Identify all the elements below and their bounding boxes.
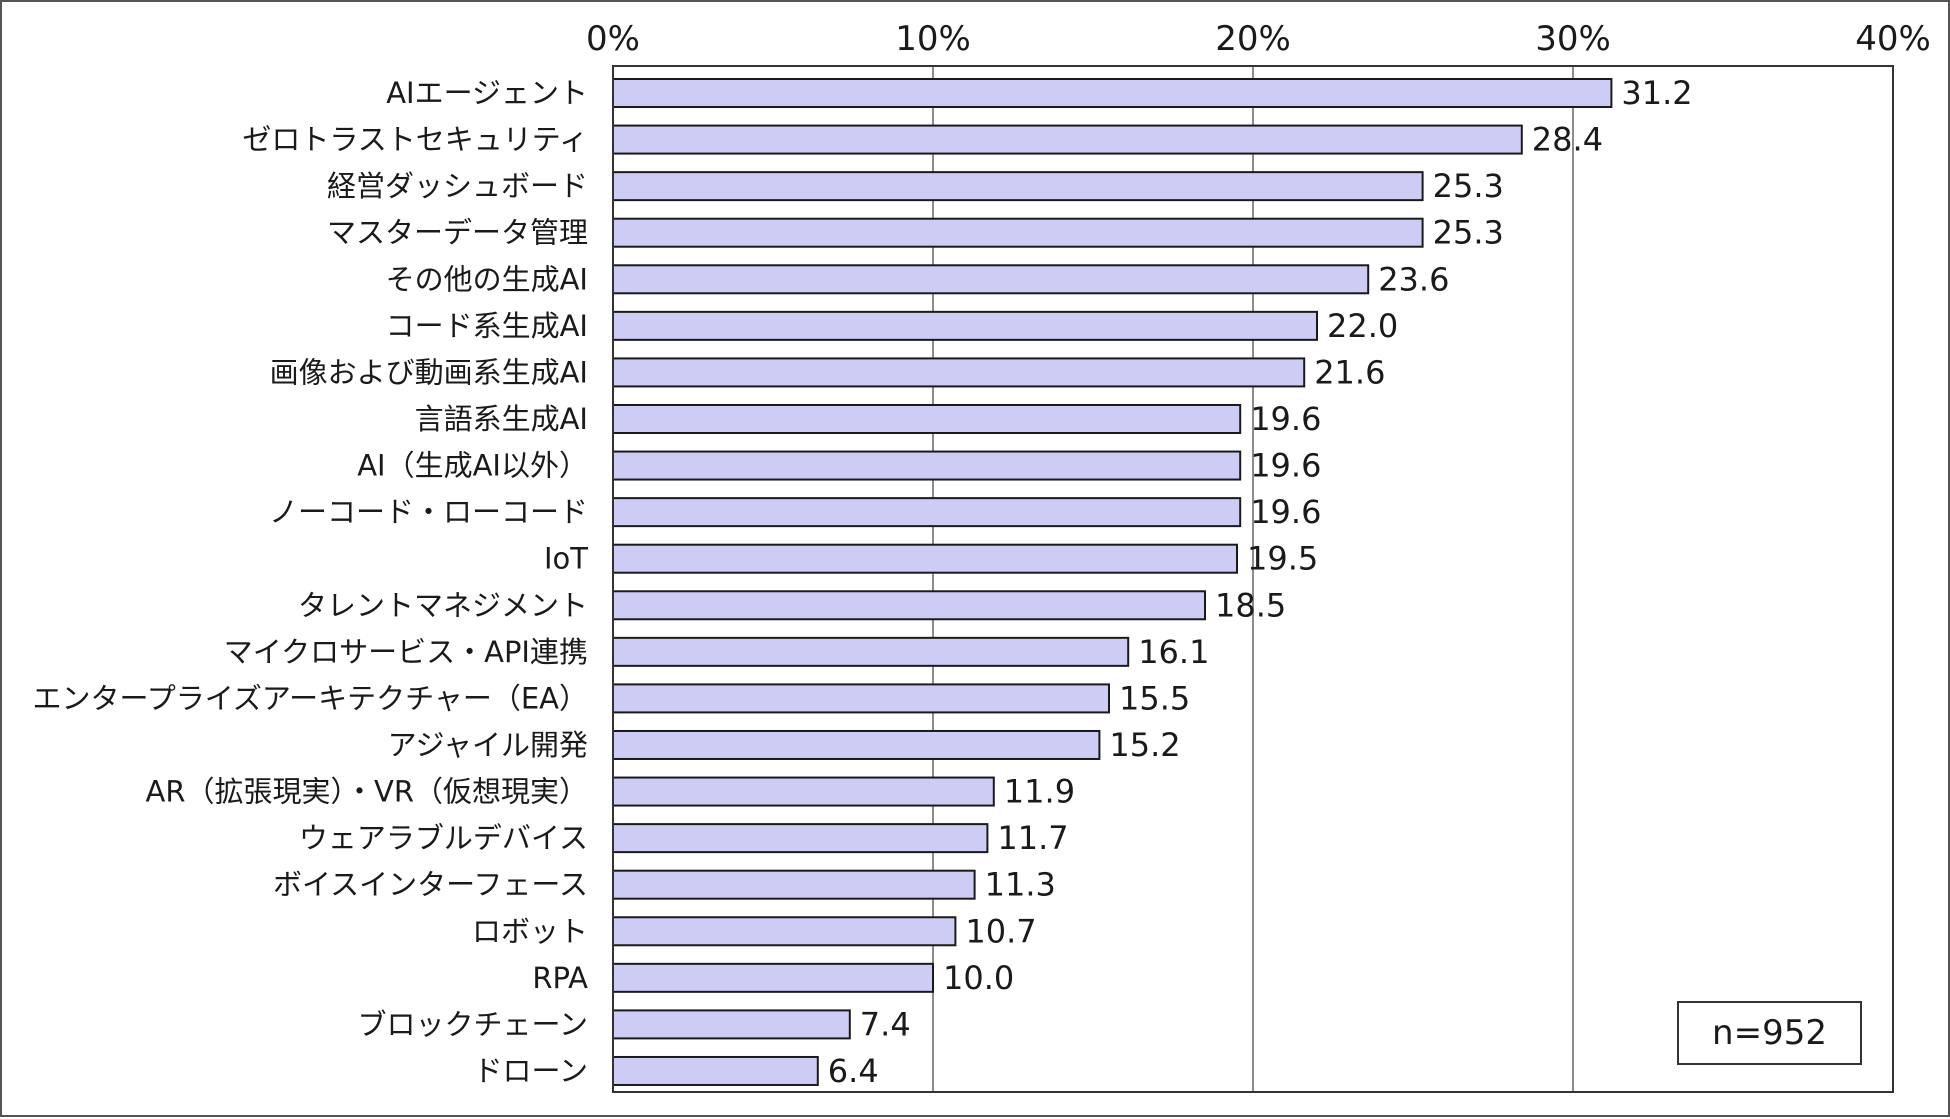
value-label: 19.6 bbox=[1250, 447, 1321, 485]
value-label: 15.2 bbox=[1109, 726, 1180, 764]
category-label: ウェアラブルデバイス bbox=[299, 821, 588, 855]
bar bbox=[612, 357, 1306, 388]
value-labels: 31.2 28.4 25.3 25.3 23.6 22.0 21.6 19.6 19.6 19.6… bbox=[828, 74, 1693, 1090]
value-label: 19.6 bbox=[1250, 400, 1321, 438]
value-label: 6.4 bbox=[828, 1052, 879, 1090]
bar bbox=[612, 124, 1523, 155]
x-tick-label: 10% bbox=[895, 19, 971, 59]
value-label: 22.0 bbox=[1327, 307, 1398, 345]
category-label: エンタープライズアーキテクチャー（EA） bbox=[32, 681, 588, 715]
x-axis-ticks: 0% 10% 20% 30% 40% bbox=[586, 19, 1931, 59]
bar bbox=[612, 78, 1613, 108]
category-label: 画像および動画系生成AI bbox=[270, 355, 588, 389]
value-label: 19.5 bbox=[1247, 540, 1318, 578]
category-label: IoT bbox=[544, 542, 588, 576]
category-label: ゼロトラストセキュリティ bbox=[242, 123, 588, 157]
value-label: 28.4 bbox=[1532, 121, 1603, 159]
bar bbox=[612, 1055, 819, 1086]
category-label: ボイスインターフェース bbox=[273, 868, 588, 902]
bar bbox=[612, 543, 1238, 574]
value-label: 18.5 bbox=[1215, 586, 1286, 624]
bar bbox=[612, 962, 934, 993]
category-label: マイクロサービス・API連携 bbox=[224, 635, 588, 669]
bar bbox=[612, 264, 1370, 295]
category-label: ノーコード・ローコード bbox=[269, 495, 588, 529]
bar bbox=[612, 729, 1101, 760]
bar bbox=[612, 869, 976, 900]
bar bbox=[612, 497, 1242, 528]
bar bbox=[612, 916, 957, 947]
category-label: AR（拡張現実）・VR（仮想現実） bbox=[146, 775, 588, 809]
category-label: AI（生成AI以外） bbox=[357, 449, 588, 483]
value-label: 25.3 bbox=[1433, 214, 1504, 252]
value-label: 16.1 bbox=[1138, 633, 1209, 671]
category-label: 言語系生成AI bbox=[415, 402, 588, 436]
value-label: 11.3 bbox=[985, 866, 1056, 904]
plot-area-border bbox=[612, 65, 1894, 1093]
bar bbox=[612, 217, 1424, 248]
value-label: 23.6 bbox=[1378, 260, 1449, 298]
x-tick-label: 30% bbox=[1535, 19, 1611, 59]
value-label: 11.9 bbox=[1004, 773, 1075, 811]
bar bbox=[612, 683, 1110, 714]
value-label: 31.2 bbox=[1621, 74, 1692, 112]
category-label: RPA bbox=[532, 961, 588, 995]
category-label: タレントマネジメント bbox=[298, 588, 588, 622]
bar bbox=[612, 590, 1206, 621]
bar bbox=[612, 823, 989, 854]
category-label: ブロックチェーン bbox=[357, 1007, 588, 1041]
bars bbox=[612, 78, 1613, 1086]
category-label: その他の生成AI bbox=[386, 262, 588, 296]
value-label: 15.5 bbox=[1119, 679, 1190, 717]
bar bbox=[612, 1009, 851, 1040]
bar bbox=[612, 450, 1242, 481]
category-labels: AIエージェントゼロトラストセキュリティ経営ダッシュボードマスターデータ管理その… bbox=[32, 76, 588, 1088]
category-label: マスターデータ管理 bbox=[327, 216, 588, 250]
category-label: ドローン bbox=[473, 1054, 588, 1088]
bar bbox=[612, 310, 1318, 341]
value-label: 7.4 bbox=[860, 1005, 911, 1043]
x-tick-label: 0% bbox=[586, 19, 640, 59]
value-label: 10.0 bbox=[943, 959, 1014, 997]
bar bbox=[612, 636, 1130, 667]
category-label: 経営ダッシュボード bbox=[327, 169, 588, 203]
category-label: コード系生成AI bbox=[386, 309, 588, 343]
bar bbox=[612, 776, 995, 807]
bar bbox=[612, 403, 1242, 434]
category-label: AIエージェント bbox=[386, 76, 588, 110]
x-tick-label: 20% bbox=[1215, 19, 1291, 59]
category-label: ロボット bbox=[472, 914, 588, 948]
sample-size-annotation: n=952 bbox=[1677, 1001, 1862, 1065]
category-label: アジャイル開発 bbox=[388, 728, 588, 762]
x-tick-label: 40% bbox=[1855, 19, 1931, 59]
value-label: 10.7 bbox=[965, 912, 1036, 950]
value-label: 21.6 bbox=[1314, 353, 1385, 391]
bar bbox=[612, 171, 1424, 202]
value-label: 19.6 bbox=[1250, 493, 1321, 531]
value-label: 11.7 bbox=[997, 819, 1068, 857]
value-label: 25.3 bbox=[1433, 167, 1504, 205]
